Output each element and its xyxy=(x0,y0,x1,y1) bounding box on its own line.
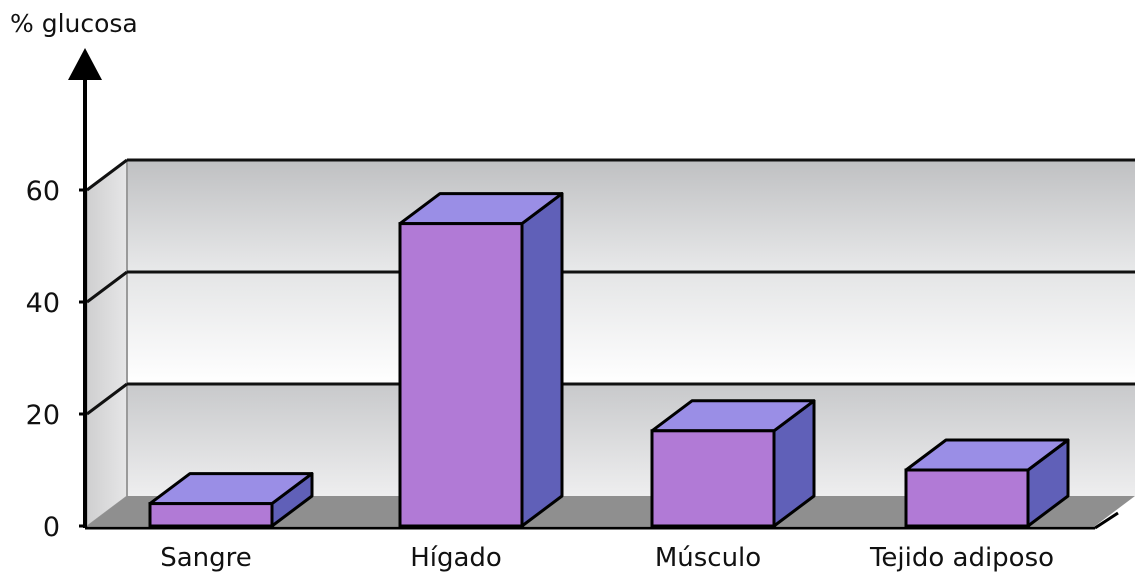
gridline-side-40 xyxy=(86,270,128,304)
y-tick-label: 60 xyxy=(26,176,60,207)
y-ticks: 0 20 40 60 xyxy=(26,176,85,543)
bar-front-face xyxy=(650,429,776,528)
bar-sangre xyxy=(148,472,314,528)
x-labels: Sangre Hígado Músculo Tejido adiposo xyxy=(160,543,1054,573)
x-category-label: Hígado xyxy=(410,543,502,573)
gridline-side-20 xyxy=(86,382,128,416)
x-axis xyxy=(85,511,1119,530)
y-tick-label: 40 xyxy=(26,288,60,319)
gridlines xyxy=(86,158,1135,416)
side-wall xyxy=(86,159,128,527)
bar-front-face xyxy=(904,468,1030,528)
back-wall-band-middle xyxy=(127,272,1135,384)
x-category-label: Músculo xyxy=(655,543,761,573)
x-category-label: Tejido adiposo xyxy=(869,543,1054,573)
y-tick-label: 0 xyxy=(43,512,60,543)
bar-side-face xyxy=(520,192,564,528)
y-axis-title: % glucosa xyxy=(10,9,138,38)
bar-front-face xyxy=(398,222,524,528)
bar-hígado xyxy=(398,192,564,528)
x-axis-end-diagonal xyxy=(1094,511,1119,530)
back-wall-band-top xyxy=(127,160,1135,272)
bar-front-face xyxy=(148,502,274,528)
x-category-label: Sangre xyxy=(160,543,252,573)
bar-tejido-adiposo xyxy=(904,438,1070,528)
floor xyxy=(87,496,1135,526)
y-axis xyxy=(68,48,102,528)
y-tick-label: 20 xyxy=(26,400,60,431)
gridline-side-60 xyxy=(86,158,128,192)
bars xyxy=(148,192,1070,528)
y-axis-arrow-icon xyxy=(68,48,102,80)
bar-músculo xyxy=(650,399,816,528)
